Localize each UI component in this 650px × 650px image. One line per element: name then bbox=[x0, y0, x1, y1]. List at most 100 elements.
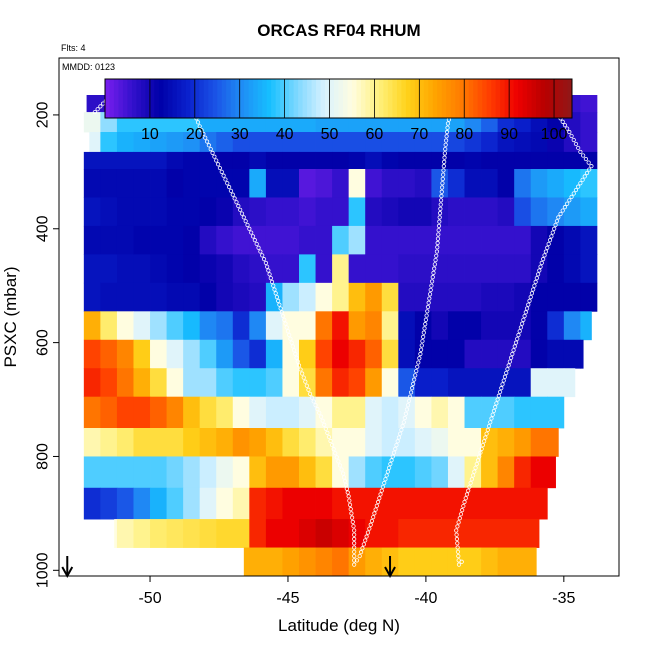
flight-track-point bbox=[578, 181, 583, 186]
heatmap-cell bbox=[365, 225, 383, 255]
flight-track-point bbox=[336, 459, 341, 464]
flight-track-point bbox=[442, 151, 447, 156]
flight-track-point bbox=[352, 536, 357, 542]
heatmap-cell bbox=[365, 151, 383, 170]
heatmap-cell bbox=[332, 456, 350, 489]
heatmap-cell bbox=[563, 368, 576, 398]
heatmap-cell bbox=[547, 169, 565, 198]
plot-area bbox=[59, 58, 619, 576]
heatmap-cell bbox=[133, 396, 151, 429]
heatmap-cell bbox=[265, 151, 283, 170]
colorbar-segment bbox=[428, 79, 434, 118]
colorbar-segment bbox=[190, 79, 196, 118]
heatmap-cell bbox=[530, 456, 548, 489]
heatmap-cell bbox=[133, 487, 151, 520]
heatmap-cell bbox=[199, 282, 217, 312]
heatmap-cell bbox=[100, 225, 118, 255]
heatmap-cell bbox=[83, 487, 101, 520]
colorbar-segment bbox=[374, 79, 380, 118]
heatmap-cell bbox=[497, 396, 515, 429]
colorbar-segment bbox=[113, 79, 119, 118]
flight-track-point bbox=[352, 528, 357, 533]
flight-track-point bbox=[499, 386, 504, 391]
flight-track-point bbox=[444, 134, 449, 139]
heatmap-cell bbox=[133, 282, 151, 312]
heatmap-cell bbox=[365, 254, 383, 284]
flight-track-point bbox=[454, 528, 459, 533]
heatmap-cell bbox=[83, 396, 101, 429]
flight-track-point bbox=[414, 368, 419, 374]
colorbar-segment bbox=[172, 79, 178, 118]
flight-track-point bbox=[296, 363, 302, 368]
heatmap-cell bbox=[514, 519, 532, 548]
flight-track-point bbox=[208, 146, 213, 152]
flight-track-point bbox=[228, 188, 234, 193]
colorbar-segment bbox=[235, 79, 241, 118]
heatmap-cell bbox=[365, 396, 383, 429]
y-axis: 200 400 600 800 1000 bbox=[35, 101, 59, 588]
colorbar-segment bbox=[176, 79, 182, 118]
y-tick-label: 200 bbox=[35, 101, 52, 128]
flight-track-point bbox=[343, 482, 348, 488]
x-axis: -50 -45 -40 -35 bbox=[138, 576, 575, 607]
flight-track-point bbox=[288, 336, 293, 341]
flight-track-point bbox=[423, 317, 428, 322]
heatmap-cell bbox=[514, 428, 532, 457]
flight-track-point bbox=[474, 461, 479, 467]
heatmap-cell bbox=[563, 151, 581, 170]
heatmap-cell bbox=[133, 169, 151, 198]
y-tick-label: 1000 bbox=[35, 552, 52, 588]
heatmap-cell bbox=[431, 339, 449, 369]
colorbar-segment bbox=[217, 79, 223, 118]
heatmap-cell bbox=[447, 519, 465, 548]
heatmap-cell bbox=[199, 197, 217, 227]
heatmap-cell bbox=[481, 428, 499, 457]
colorbar-segment bbox=[527, 79, 533, 118]
heatmap-cell bbox=[166, 519, 184, 548]
colorbar-segment bbox=[387, 79, 393, 118]
heatmap-cell bbox=[199, 368, 217, 398]
heatmap-cell bbox=[265, 225, 283, 255]
heatmap-cell bbox=[464, 151, 482, 170]
heatmap-cell bbox=[580, 311, 592, 341]
flight-track-point bbox=[547, 238, 553, 243]
heatmap-cell bbox=[150, 456, 167, 489]
flight-track-point bbox=[512, 344, 517, 349]
flight-track-point bbox=[440, 181, 445, 186]
flight-track-point bbox=[478, 450, 483, 455]
heatmap-cell bbox=[166, 151, 184, 170]
colorbar-segment bbox=[536, 79, 542, 118]
heatmap-cell bbox=[447, 311, 465, 341]
flight-track-point bbox=[418, 347, 424, 352]
flight-track-point bbox=[272, 287, 277, 292]
heatmap-cell bbox=[249, 339, 267, 369]
colorbar-segment bbox=[325, 79, 331, 118]
flight-track-point bbox=[538, 264, 543, 269]
heatmap-cell bbox=[116, 169, 134, 198]
heatmap-cell bbox=[332, 197, 350, 227]
heatmap-cell bbox=[315, 311, 333, 341]
flight-track-point bbox=[458, 512, 464, 517]
flight-track-point bbox=[325, 430, 330, 435]
colorbar-segment bbox=[455, 79, 461, 118]
heatmap-cell bbox=[398, 339, 416, 369]
flight-track-point bbox=[238, 207, 243, 212]
flight-track-point bbox=[510, 351, 515, 357]
heatmap-cell bbox=[315, 339, 333, 369]
heatmap-cell bbox=[530, 169, 548, 198]
heatmap-cell bbox=[431, 396, 449, 429]
heatmap-cell bbox=[514, 132, 532, 153]
colorbar-segment bbox=[208, 79, 214, 118]
colorbar-segment bbox=[239, 79, 245, 118]
heatmap-cell bbox=[481, 169, 499, 198]
heatmap-cell bbox=[150, 132, 167, 153]
heatmap-cell bbox=[447, 547, 465, 576]
heatmap-cell bbox=[530, 547, 537, 576]
flight-track-point bbox=[334, 455, 339, 460]
heatmap-cell bbox=[580, 95, 598, 113]
flight-track-point bbox=[524, 306, 530, 311]
flight-track-point bbox=[435, 245, 440, 250]
flight-track-point bbox=[429, 279, 435, 284]
flight-track-point bbox=[390, 454, 395, 459]
heatmap-cell bbox=[216, 254, 234, 284]
